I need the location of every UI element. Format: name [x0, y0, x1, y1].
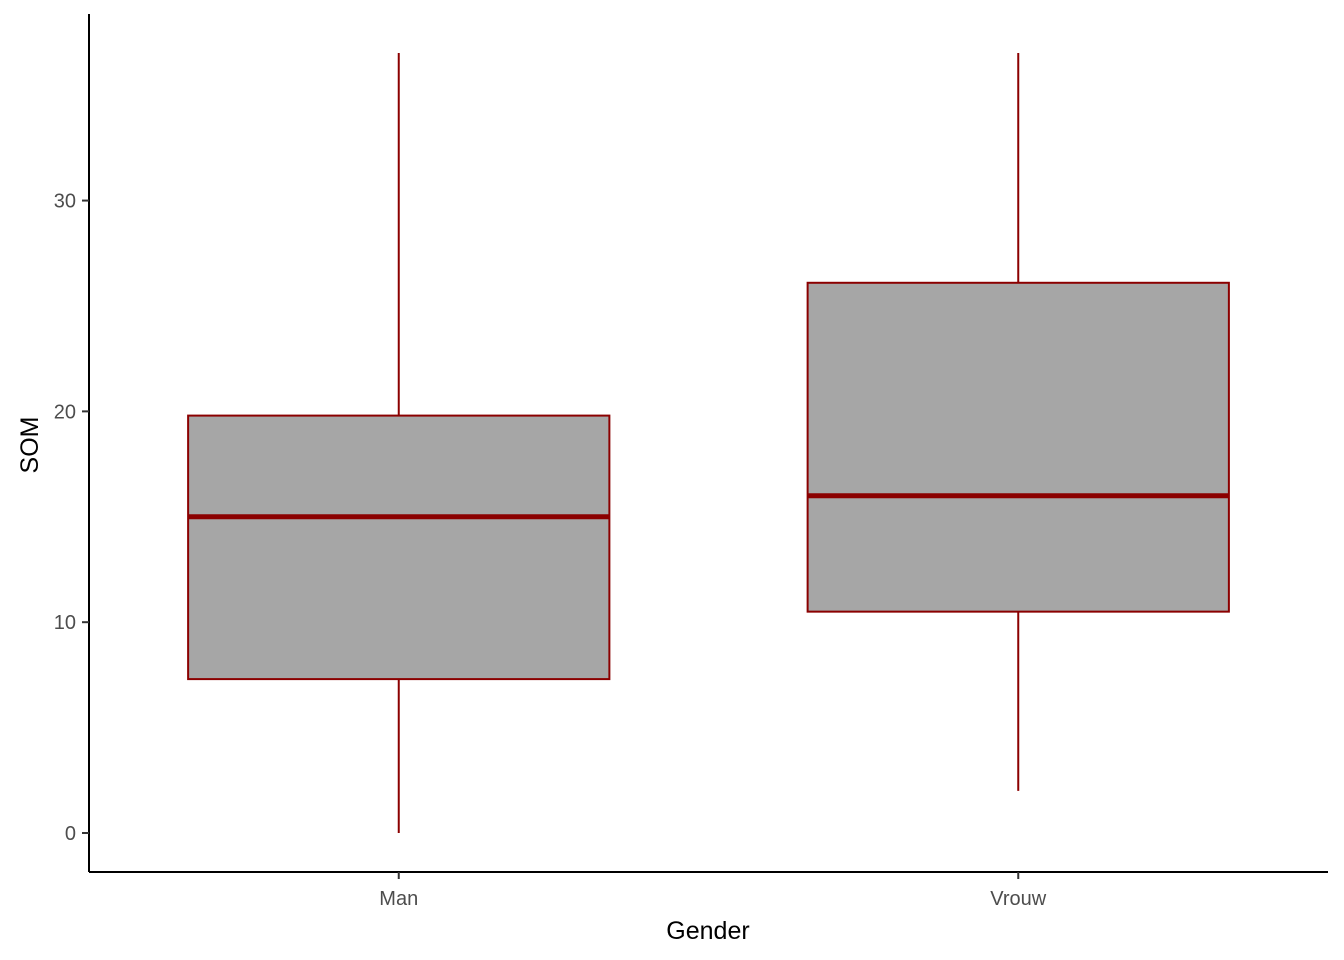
axes [88, 14, 1328, 873]
y-tick-label: 30 [54, 191, 76, 213]
y-axis-title: SOM [16, 417, 44, 474]
y-tick-label: 20 [54, 401, 76, 423]
x-axis-title: Gender [666, 917, 749, 945]
ticks: 0 10 20 30 Man Vrouw [54, 191, 1047, 910]
y-tick-label: 10 [54, 612, 76, 634]
x-tick-label: Vrouw [990, 888, 1047, 910]
x-tick-label: Man [379, 888, 418, 910]
y-tick-label: 0 [65, 823, 76, 845]
iqr-box-vrouw [806, 281, 1230, 613]
box-vrouw [806, 53, 1230, 791]
box-man [187, 53, 611, 833]
plot-area [187, 53, 1230, 833]
iqr-box-man [187, 414, 611, 681]
